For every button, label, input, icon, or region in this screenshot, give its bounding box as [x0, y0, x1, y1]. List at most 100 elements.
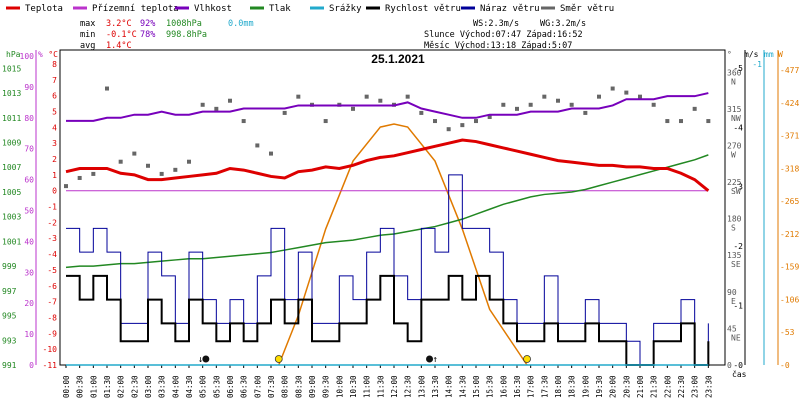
- legend-label: Rychlost větru: [385, 4, 461, 14]
- hpa-tick-label: 1013: [2, 89, 21, 98]
- x-tick-label: 12:00: [390, 375, 399, 398]
- wind-gust-line: [66, 174, 709, 366]
- x-tick-label: 13:00: [417, 375, 426, 398]
- x-tick-label: 19:30: [595, 375, 604, 398]
- axis-unit-mm: mm: [764, 50, 774, 59]
- stat-min-hum: 78%: [140, 30, 155, 40]
- wind-direction-point: [419, 110, 424, 115]
- pct-tick-label: 80: [24, 114, 34, 123]
- c-tick-label: -5: [47, 266, 57, 275]
- x-tick-label: 09:00: [308, 375, 317, 398]
- stat-min-press: 998.8hPa: [166, 30, 207, 40]
- wind-direction-point: [159, 171, 164, 176]
- pct-tick-label: 50: [24, 207, 34, 216]
- c-tick-label: 1: [52, 171, 57, 180]
- wind-direction-point: [77, 175, 82, 180]
- hpa-tick-label: 997: [2, 287, 17, 296]
- x-tick-label: 10:00: [335, 375, 344, 398]
- stat-max-temp: 3.2°C: [106, 19, 132, 29]
- dir-tick-label: 45: [727, 324, 737, 333]
- wind-direction-point: [610, 86, 615, 91]
- hpa-tick-label: 1007: [2, 163, 21, 172]
- c-tick-label: 7: [52, 76, 57, 85]
- w-tick-label: -371: [780, 132, 799, 141]
- x-tick-label: 22:00: [663, 375, 672, 398]
- x-tick-label: 19:00: [581, 375, 590, 398]
- wind-direction-point: [405, 94, 410, 99]
- dir-tick-label: 90: [727, 288, 737, 297]
- x-tick-label: 21:00: [636, 375, 645, 398]
- wind-direction-point: [460, 123, 465, 128]
- wind-direction-point: [446, 127, 451, 132]
- dir-tick-label: 270: [727, 141, 742, 150]
- dir-tick-label: 225: [727, 178, 742, 187]
- axis-x-label: čas: [732, 369, 747, 379]
- wind-direction-point: [228, 98, 232, 103]
- wind-direction-point: [515, 106, 519, 111]
- dir-tick-label: 360: [727, 68, 742, 77]
- w-tick-label: -318: [780, 164, 799, 173]
- axis-unit-pct: %: [38, 50, 43, 59]
- axis-unit-w: W: [778, 50, 783, 59]
- c-tick-label: -1: [47, 203, 57, 212]
- x-tick-label: 04:00: [171, 375, 180, 398]
- wind-direction-point: [187, 159, 191, 164]
- c-tick-label: 3: [52, 139, 57, 148]
- x-tick-label: 23:00: [691, 375, 700, 398]
- w-tick-label: -106: [780, 295, 799, 304]
- x-tick-label: 21:30: [650, 375, 659, 398]
- moon-marker: [202, 355, 210, 363]
- moon-marker: [426, 355, 434, 363]
- temperature-line: [65, 138, 710, 192]
- wind-direction-point: [282, 110, 287, 115]
- x-tick-label: 06:30: [240, 375, 249, 398]
- wind-direction-point: [679, 119, 683, 124]
- x-tick-label: 18:00: [554, 375, 563, 398]
- wind-direction-point: [706, 119, 711, 124]
- stat-max-press: 1008hPa: [166, 19, 202, 29]
- dir-tick-label: 180: [727, 215, 742, 224]
- x-tick-label: 11:30: [376, 375, 385, 398]
- wind-direction-point: [433, 119, 437, 124]
- x-tick-label: 15:00: [472, 375, 481, 398]
- x-tick-label: 12:30: [404, 375, 413, 398]
- pct-tick-label: 10: [24, 330, 34, 339]
- x-tick-label: 02:30: [130, 375, 139, 398]
- c-tick-label: -11: [43, 361, 58, 370]
- hpa-tick-label: 995: [2, 312, 17, 321]
- wind-direction-point: [269, 151, 273, 156]
- x-tick-label: 09:30: [322, 375, 331, 398]
- wind-direction-point: [556, 98, 560, 103]
- stat-moon: Měsíc Východ:13:18 Západ:5:07: [424, 41, 572, 51]
- solar-radiation-line: [278, 123, 528, 366]
- legend: Teplota Přízemní teplota Vlhkost Tlak Srážky…: [6, 4, 614, 14]
- dir-tick-label: 0: [727, 361, 732, 370]
- axis-unit-deg: °: [727, 50, 732, 59]
- dir-letter-label: N: [731, 77, 736, 86]
- sun-moon-markers: ↓ ↑: [198, 355, 531, 365]
- x-tick-label: 01:00: [89, 375, 98, 398]
- ms-tick-label: -0: [733, 361, 743, 370]
- hpa-tick-label: 1009: [2, 139, 21, 148]
- mm-tick-label: -1: [752, 60, 762, 69]
- legend-label: Směr větru: [560, 4, 614, 14]
- wind-direction-point: [200, 102, 205, 107]
- x-tick-label: 20:30: [622, 375, 631, 398]
- wind-direction-point: [241, 119, 246, 124]
- stat-sun: Slunce Východ:07:47 Západ:16:52: [424, 30, 583, 40]
- x-tick-label: 16:30: [513, 375, 522, 398]
- stat-ws: WS:2.3m/s: [473, 19, 519, 29]
- hpa-tick-label: 999: [2, 262, 17, 271]
- x-tick-label: 06:00: [226, 375, 235, 398]
- wind-direction-point: [351, 106, 355, 111]
- x-tick-label: 17:00: [527, 375, 536, 398]
- wind-direction-point: [583, 110, 588, 115]
- legend-label: Tlak: [269, 4, 291, 14]
- w-tick-label: -265: [780, 197, 799, 206]
- stat-max-rain: 0.0mm: [228, 19, 254, 29]
- c-tick-label: -8: [47, 313, 57, 322]
- stat-min-label: min: [80, 30, 95, 40]
- w-tick-label: -159: [780, 263, 799, 272]
- x-tick-label: 18:30: [568, 375, 577, 398]
- pct-tick-label: 0: [29, 361, 34, 370]
